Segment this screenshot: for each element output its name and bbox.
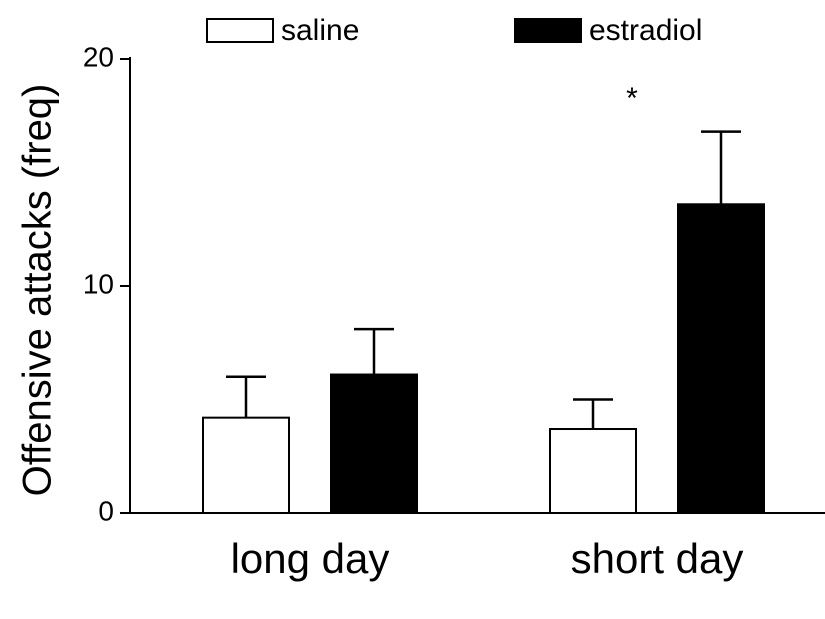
y-tick-label: 20 <box>83 41 114 72</box>
y-tick-label: 10 <box>83 268 114 299</box>
bar <box>202 416 290 514</box>
x-tick-label: long day <box>231 535 390 582</box>
annotation: * <box>626 82 638 115</box>
bar <box>549 428 637 515</box>
legend-swatch <box>206 18 274 43</box>
bar <box>677 203 765 514</box>
x-tick-label: short day <box>571 535 744 582</box>
legend-label: saline <box>281 14 359 47</box>
bar <box>330 373 418 514</box>
y-axis-label: Offensive attacks (freq) <box>16 84 60 497</box>
legend-label: estradiol <box>589 14 702 47</box>
y-tick-label: 0 <box>98 495 114 526</box>
legend-swatch <box>514 18 582 43</box>
